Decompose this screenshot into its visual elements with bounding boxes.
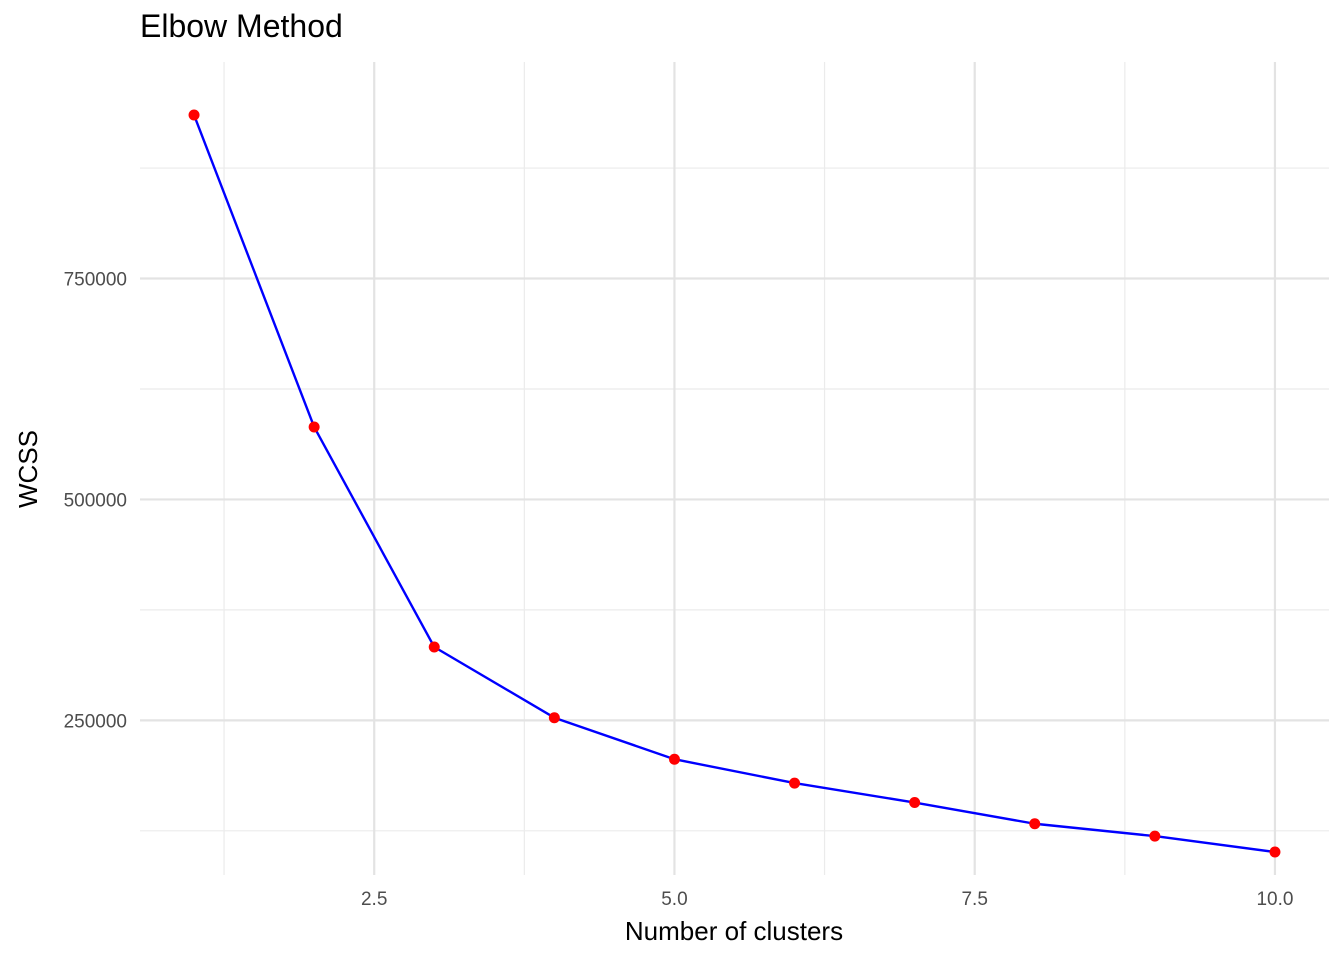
x-tick-label: 2.5 <box>361 889 387 910</box>
series-layer <box>192 114 1276 854</box>
y-tick-label: 250000 <box>64 711 127 732</box>
points-layer <box>188 109 1281 858</box>
data-point <box>909 797 921 809</box>
data-point <box>308 421 320 433</box>
data-point <box>428 641 440 653</box>
data-point <box>1269 846 1281 858</box>
minor-gridlines <box>140 62 1329 875</box>
chart-title: Elbow Method <box>140 8 343 44</box>
x-tick-label: 10.0 <box>1256 889 1293 910</box>
data-point <box>668 753 680 765</box>
x-tick-label: 5.0 <box>661 889 687 910</box>
x-tick-label: 7.5 <box>961 889 987 910</box>
y-tick-label: 750000 <box>64 270 127 291</box>
x-axis-title: Number of clusters <box>625 916 843 946</box>
data-point <box>188 109 200 121</box>
data-point <box>1029 818 1041 830</box>
data-point <box>1149 830 1161 842</box>
series-line-0 <box>192 114 1276 854</box>
y-tick-label: 500000 <box>64 490 127 511</box>
y-axis-title: WCSS <box>13 430 43 508</box>
tick-labels: 2.5 5.0 7.5 10.0 250000 500000 750000 <box>64 270 1294 910</box>
data-point <box>548 712 560 724</box>
major-gridlines <box>140 62 1329 875</box>
data-point <box>789 777 801 789</box>
